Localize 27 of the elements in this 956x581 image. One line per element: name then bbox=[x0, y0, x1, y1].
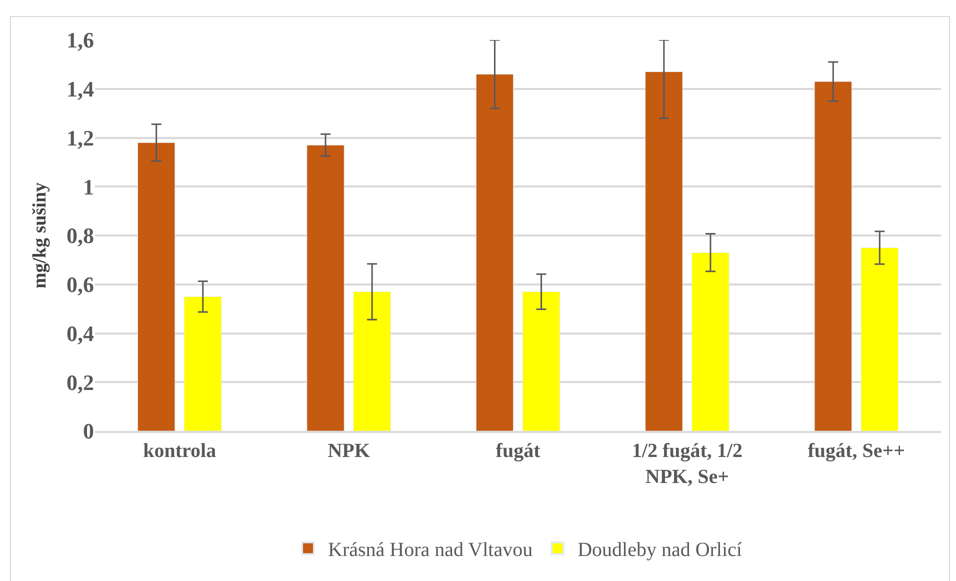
bar bbox=[353, 291, 391, 431]
x-tick-label: fugát bbox=[496, 440, 541, 462]
bar bbox=[306, 144, 344, 431]
x-tick-label: 1/2 fugát, 1/2 NPK, Se+ bbox=[632, 440, 742, 488]
bar bbox=[645, 72, 683, 431]
bar bbox=[860, 247, 899, 431]
x-tick-label: kontrola bbox=[143, 440, 216, 462]
bar bbox=[184, 296, 222, 431]
legend-label: Krásná Hora nad Vltavou bbox=[328, 539, 533, 562]
x-tick-label: fugát, Se++ bbox=[808, 440, 906, 462]
y-tick-label: 0,4 bbox=[66, 320, 94, 346]
y-tick-label: 1,4 bbox=[66, 76, 94, 102]
bar bbox=[522, 291, 560, 431]
legend-label: Doudleby nad Orlicí bbox=[578, 539, 742, 562]
y-tick-label: 1,2 bbox=[66, 125, 94, 150]
x-tick-label: NPK bbox=[328, 440, 370, 462]
bar bbox=[476, 74, 514, 431]
y-tick-label: 0,2 bbox=[66, 370, 94, 395]
bar bbox=[137, 142, 176, 431]
y-tick-label: 1 bbox=[83, 174, 94, 200]
bar bbox=[814, 81, 852, 431]
bar bbox=[692, 252, 730, 431]
y-tick-label: 0,8 bbox=[66, 223, 94, 248]
y-tick-label: 0 bbox=[83, 418, 94, 444]
y-axis-title: mg/kg sušiny bbox=[29, 182, 50, 289]
y-tick-label: 1,6 bbox=[66, 28, 94, 53]
y-tick-label: 0,6 bbox=[66, 272, 94, 298]
